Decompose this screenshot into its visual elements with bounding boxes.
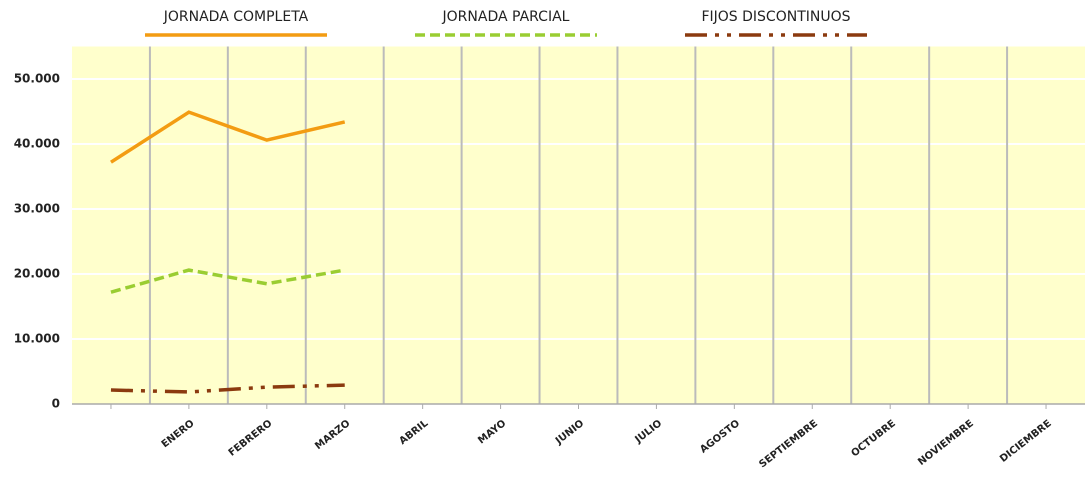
x-tick-label: FEBRERO: [227, 418, 275, 459]
plot-area: [72, 46, 1085, 404]
series-line: [110, 110, 346, 164]
x-tick-label: ABRIL: [397, 418, 430, 447]
y-tick-label: 40.000: [14, 137, 60, 151]
x-tick-label: MAYO: [476, 418, 508, 446]
x-tick-label: SEPTIEMBRE: [757, 418, 820, 470]
legend-label: JORNADA PARCIAL: [442, 9, 570, 25]
y-tick-label: 10.000: [14, 332, 60, 346]
x-tick-label: JUNIO: [553, 418, 586, 447]
series-line: [110, 268, 346, 294]
y-tick-label: 20.000: [14, 267, 60, 281]
series-line: [110, 383, 345, 394]
x-tick-label: DICIEMBRE: [998, 418, 1054, 465]
x-tick-label: OCTUBRE: [849, 418, 898, 459]
legend-label: FIJOS DISCONTINUOS: [701, 9, 850, 25]
x-tick-label: JULIO: [633, 418, 665, 446]
y-tick-label: 50.000: [14, 72, 60, 86]
y-tick-label: 0: [52, 397, 60, 411]
y-tick-label: 30.000: [14, 202, 60, 216]
x-tick-label: AGOSTO: [698, 418, 742, 456]
legend-label: JORNADA COMPLETA: [163, 9, 309, 25]
x-tick-label: MARZO: [313, 418, 352, 452]
x-tick-label: ENERO: [160, 418, 197, 450]
x-tick-label: NOVIEMBRE: [916, 418, 976, 468]
